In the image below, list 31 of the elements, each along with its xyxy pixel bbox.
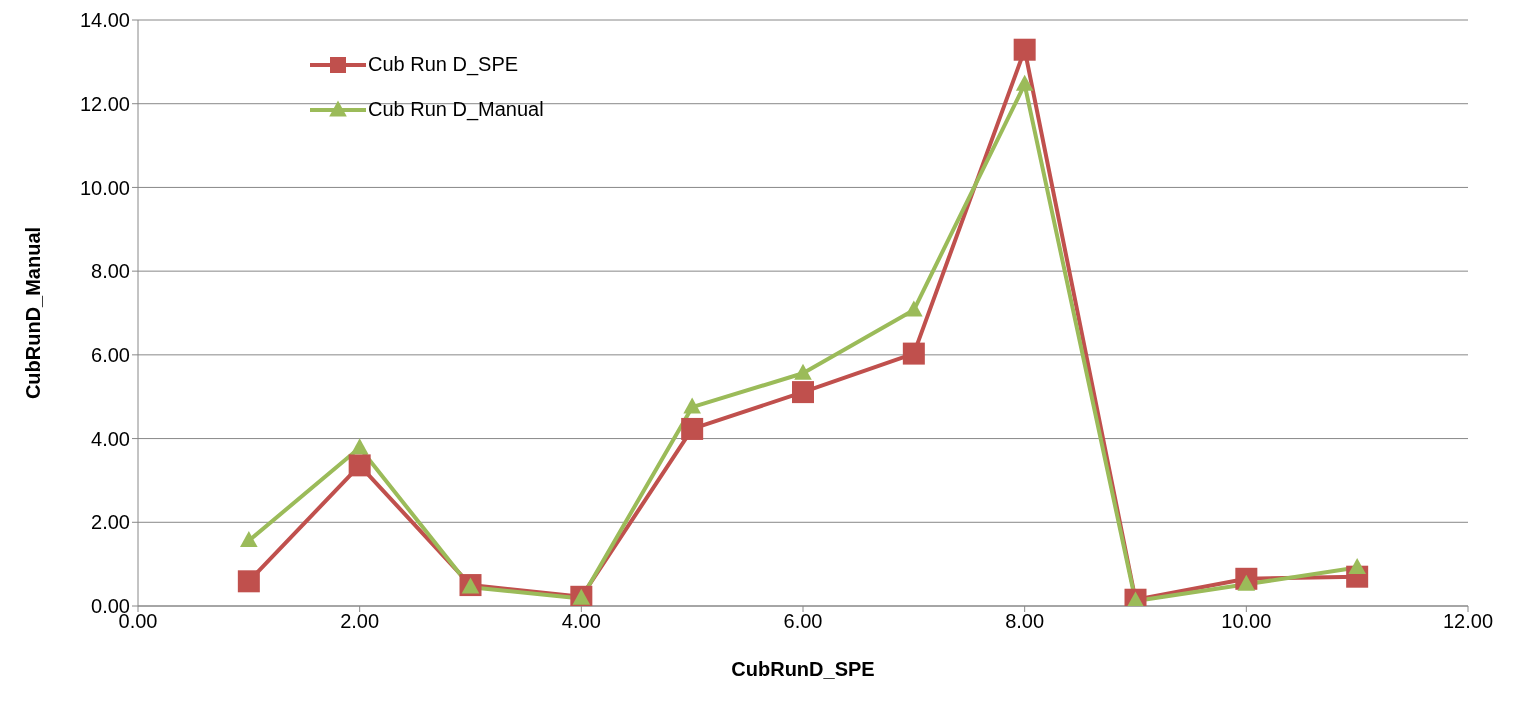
y-tick-label: 14.00 [79,9,130,32]
point [792,381,814,404]
y-axis-title: CubRunD_Manual [22,226,45,400]
point [902,342,925,365]
point [348,454,371,477]
point [1013,38,1036,61]
point [240,531,258,548]
point [1237,574,1256,591]
y-tick-label: 12.00 [79,92,130,115]
point [350,438,369,455]
point [237,570,260,593]
x-tick-label: 4.00 [561,610,601,633]
legend-label: Cub Run D_Manual [368,98,544,121]
x-tick-label: 2.00 [340,610,380,633]
point [794,363,812,380]
x-axis-title: CubRunD_SPE [731,658,875,680]
legend-label: Cub Run D_SPE [368,53,519,76]
point [683,397,701,414]
x-tick-label: 8.00 [1005,610,1045,633]
point [681,417,704,440]
y-tick-label: 6.00 [91,343,130,366]
point [1015,74,1034,91]
x-tick-label: 12.00 [1442,610,1494,633]
x-tick-label: 6.00 [783,610,823,633]
point [1348,557,1366,574]
x-tick-label: 10.00 [1221,610,1272,633]
y-tick-label: 4.00 [91,427,130,450]
y-tick-label: 2.00 [91,511,130,534]
y-tick-label: 10.00 [79,176,130,199]
y-tick-label: 8.00 [91,260,130,283]
point [905,300,923,317]
